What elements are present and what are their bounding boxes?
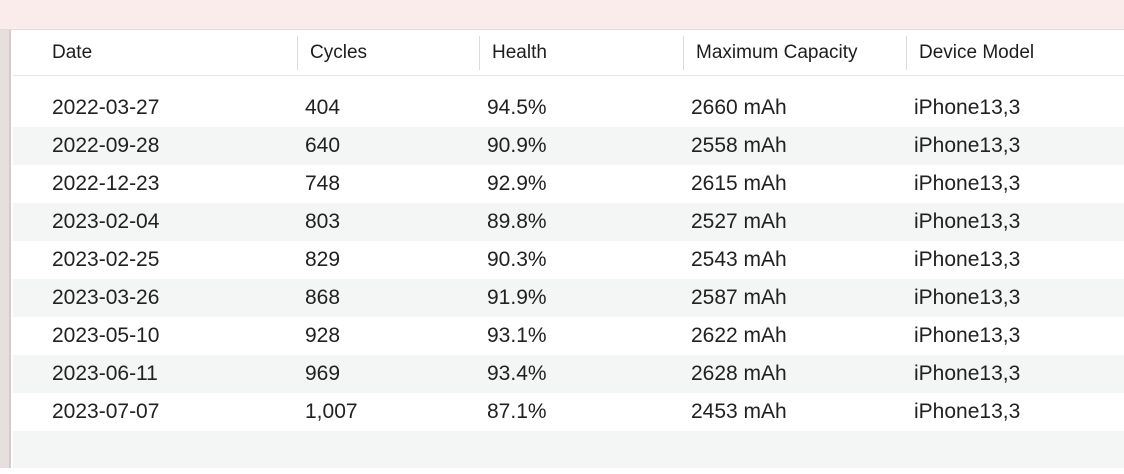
cell-capacity: 2558 mAh xyxy=(691,134,787,157)
column-header-device-model[interactable]: Device Model xyxy=(906,30,1124,75)
cell-health: 92.9% xyxy=(487,172,547,195)
cell-date: 2022-12-23 xyxy=(52,172,160,195)
cell-model: iPhone13,3 xyxy=(914,324,1021,347)
header-spacer xyxy=(13,76,1124,89)
table-row[interactable]: 2022-09-28 640 90.9% 2558 mAh iPhone13,3 xyxy=(13,127,1124,165)
table-header-row: Date Cycles Health Maximum Capacity Devi… xyxy=(13,30,1124,76)
cell-date: 2022-09-28 xyxy=(52,134,160,157)
table-row[interactable]: 2023-06-11 969 93.4% 2628 mAh iPhone13,3 xyxy=(13,355,1124,393)
battery-history-table: Date Cycles Health Maximum Capacity Devi… xyxy=(13,30,1124,474)
table-row[interactable]: 2023-05-10 928 93.1% 2622 mAh iPhone13,3 xyxy=(13,317,1124,355)
cell-model: iPhone13,3 xyxy=(914,134,1021,157)
cell-model: iPhone13,3 xyxy=(914,172,1021,195)
table-row[interactable]: 2023-02-25 829 90.3% 2543 mAh iPhone13,3 xyxy=(13,241,1124,279)
cell-cycles: 748 xyxy=(305,172,341,195)
cell-cycles: 640 xyxy=(305,134,341,157)
cell-capacity: 2628 mAh xyxy=(691,362,787,385)
window-bottom-edge xyxy=(0,468,1124,474)
cell-cycles: 928 xyxy=(305,324,341,347)
column-header-date[interactable]: Date xyxy=(52,41,93,63)
cell-model: iPhone13,3 xyxy=(914,96,1021,119)
cell-date: 2023-02-04 xyxy=(52,210,160,233)
cell-capacity: 2453 mAh xyxy=(691,400,787,423)
cell-capacity: 2615 mAh xyxy=(691,172,787,195)
cell-model: iPhone13,3 xyxy=(914,362,1021,385)
cell-health: 89.8% xyxy=(487,210,547,233)
table-row[interactable]: 2023-02-04 803 89.8% 2527 mAh iPhone13,3 xyxy=(13,203,1124,241)
cell-cycles: 1,007 xyxy=(305,400,358,423)
cell-cycles: 803 xyxy=(305,210,341,233)
cell-date: 2023-02-25 xyxy=(52,248,160,271)
cell-health: 93.4% xyxy=(487,362,547,385)
cell-date: 2023-05-10 xyxy=(52,324,160,347)
column-header-maximum-capacity[interactable]: Maximum Capacity xyxy=(683,30,906,75)
cell-capacity: 2587 mAh xyxy=(691,286,787,309)
cell-health: 90.3% xyxy=(487,248,547,271)
cell-cycles: 404 xyxy=(305,96,341,119)
window-titlebar xyxy=(0,0,1124,30)
cell-date: 2023-07-07 xyxy=(52,400,160,423)
table-row[interactable]: 2022-03-27 404 94.5% 2660 mAh iPhone13,3 xyxy=(13,89,1124,127)
cell-model: iPhone13,3 xyxy=(914,286,1021,309)
table-body: 2022-03-27 404 94.5% 2660 mAh iPhone13,3 2022… xyxy=(13,89,1124,431)
cell-capacity: 2660 mAh xyxy=(691,96,787,119)
table-row[interactable]: 2022-12-23 748 92.9% 2615 mAh iPhone13,3 xyxy=(13,165,1124,203)
cell-capacity: 2543 mAh xyxy=(691,248,787,271)
column-header-health[interactable]: Health xyxy=(479,30,683,75)
cell-health: 90.9% xyxy=(487,134,547,157)
column-header-cycles[interactable]: Cycles xyxy=(297,30,479,75)
cell-date: 2023-06-11 xyxy=(52,362,158,385)
cell-model: iPhone13,3 xyxy=(914,210,1021,233)
cell-cycles: 969 xyxy=(305,362,341,385)
cell-capacity: 2622 mAh xyxy=(691,324,787,347)
cell-health: 94.5% xyxy=(487,96,547,119)
cell-date: 2023-03-26 xyxy=(52,286,160,309)
table-row[interactable]: 2023-07-07 1,007 87.1% 2453 mAh iPhone13,3 xyxy=(13,393,1124,431)
table-row[interactable]: 2023-03-26 868 91.9% 2587 mAh iPhone13,3 xyxy=(13,279,1124,317)
cell-model: iPhone13,3 xyxy=(914,248,1021,271)
cell-cycles: 829 xyxy=(305,248,341,271)
cell-model: iPhone13,3 xyxy=(914,400,1021,423)
empty-row-band xyxy=(13,431,1124,468)
cell-date: 2022-03-27 xyxy=(52,96,160,119)
cell-capacity: 2527 mAh xyxy=(691,210,787,233)
cell-health: 87.1% xyxy=(487,400,547,423)
window-left-edge xyxy=(0,30,11,468)
cell-health: 93.1% xyxy=(487,324,547,347)
cell-health: 91.9% xyxy=(487,286,547,309)
cell-cycles: 868 xyxy=(305,286,341,309)
